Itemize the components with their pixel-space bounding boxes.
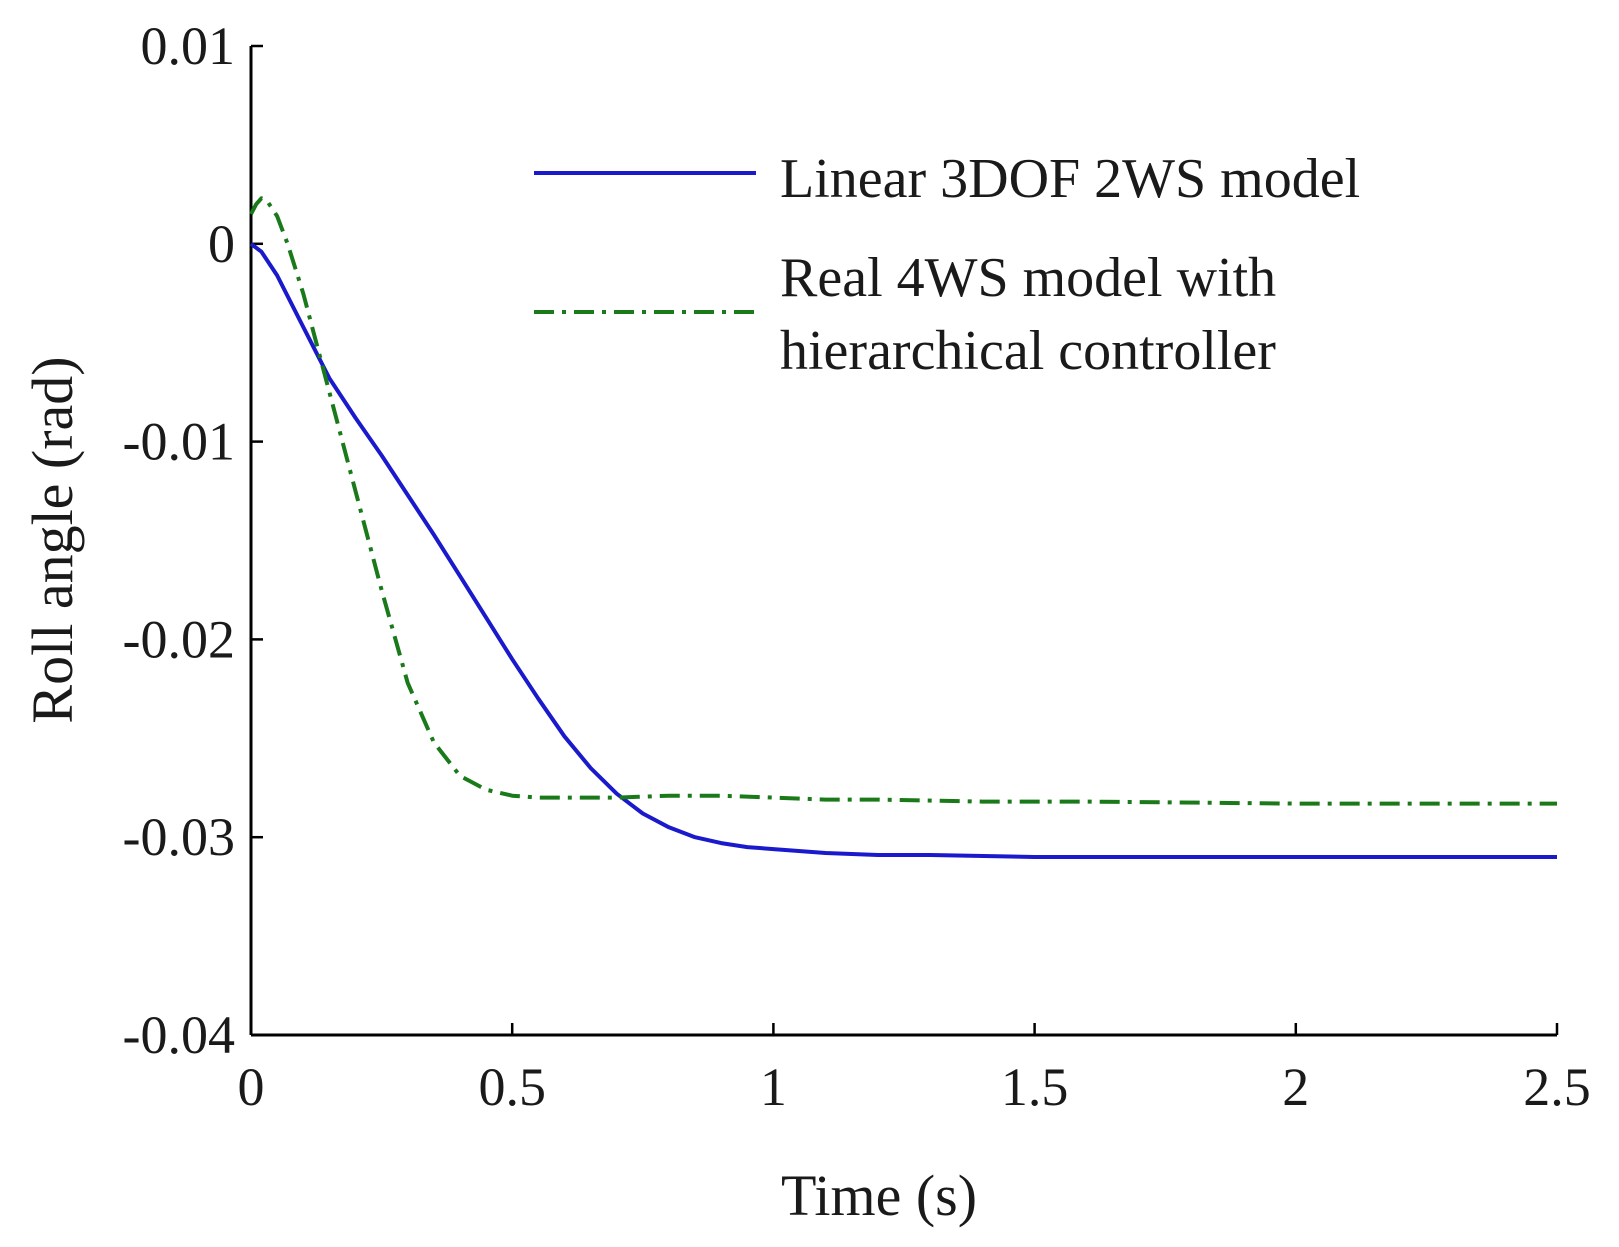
- x-tick-label: 0: [238, 1057, 265, 1117]
- y-tick-label: -0.03: [123, 807, 235, 867]
- y-tick-label: 0: [208, 214, 235, 274]
- series-line-linear-3dof-2ws: [249, 242, 1557, 859]
- y-ticks: 0.01 0 -0.01 -0.02 -0.03 -0.04: [123, 16, 263, 1065]
- x-tick-label: 0.5: [478, 1057, 546, 1117]
- y-tick-label: -0.01: [123, 412, 235, 472]
- x-axis-label: Time (s): [781, 1163, 977, 1228]
- x-tick-label: 1.5: [1001, 1057, 1069, 1117]
- legend-label-linear-3dof-2ws: Linear 3DOF 2WS model: [780, 148, 1360, 210]
- y-axis-label: Roll angle (rad): [20, 356, 85, 723]
- x-tick-label: 2.5: [1523, 1057, 1591, 1117]
- x-ticks: 0 0.5 1 1.5 2 2.5: [238, 1023, 1591, 1117]
- legend-label-real-4ws-line2: hierarchical controller: [780, 320, 1276, 382]
- y-tick-label: -0.04: [123, 1005, 235, 1065]
- x-tick-label: 2: [1282, 1057, 1309, 1117]
- legend-label-real-4ws-line1: Real 4WS model with: [780, 247, 1276, 309]
- legend: Linear 3DOF 2WS model Real 4WS model wit…: [534, 148, 1360, 382]
- y-tick-label: 0.01: [141, 16, 236, 76]
- x-tick-label: 1: [760, 1057, 787, 1117]
- y-tick-label: -0.02: [123, 609, 235, 669]
- series-layer: [249, 196, 1557, 859]
